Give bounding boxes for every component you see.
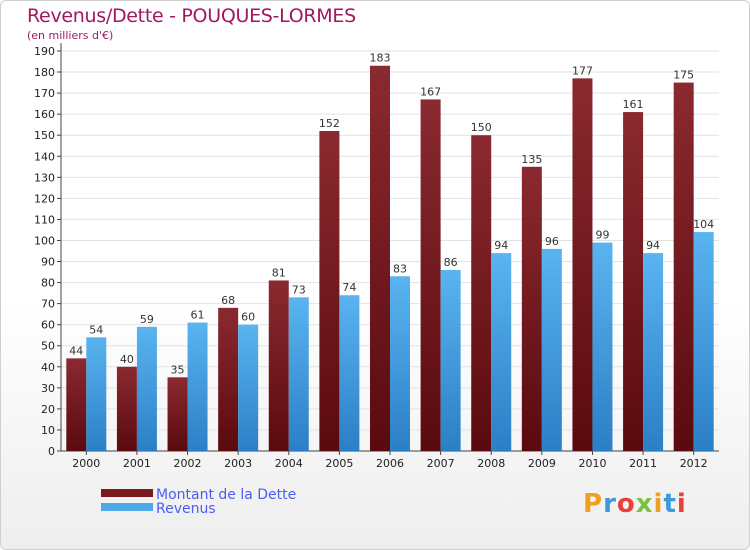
bar-revenue	[339, 295, 360, 451]
bar-revenue	[491, 253, 512, 451]
value-label-revenue: 74	[342, 281, 356, 294]
bar-revenue	[187, 322, 208, 451]
value-label-revenue: 94	[494, 239, 508, 252]
y-tick-label: 30	[41, 382, 55, 395]
y-tick-label: 120	[34, 192, 55, 205]
value-label-debt: 152	[319, 117, 340, 130]
y-tick-label: 150	[34, 129, 55, 142]
bar-revenue	[693, 232, 714, 451]
x-tick-label: 2005	[325, 457, 353, 470]
bar-revenue	[541, 248, 562, 451]
value-label-debt: 35	[171, 363, 185, 376]
bar-revenue	[86, 337, 107, 451]
x-tick-label: 2009	[528, 457, 556, 470]
value-label-revenue: 86	[444, 256, 458, 269]
bar-revenue	[238, 324, 259, 451]
value-label-debt: 44	[69, 344, 83, 357]
legend-label-revenue: Revenus	[156, 501, 216, 517]
bar-debt	[116, 366, 137, 451]
bar-debt	[370, 65, 390, 451]
x-tick-label: 2010	[578, 457, 606, 470]
bar-revenue	[643, 253, 664, 451]
value-label-revenue: 60	[241, 311, 255, 324]
bar-debt	[420, 99, 441, 451]
value-label-debt: 68	[221, 294, 235, 307]
value-label-debt: 40	[120, 353, 134, 366]
y-tick-label: 60	[41, 319, 55, 332]
bar-debt	[167, 377, 188, 451]
bar-debt	[572, 78, 593, 452]
bar-revenue	[440, 269, 461, 451]
y-tick-label: 70	[41, 298, 55, 311]
proxiti-logo: Proxiti	[583, 489, 687, 519]
legend-swatch-revenue	[101, 503, 153, 511]
y-tick-label: 110	[34, 213, 55, 226]
x-tick-label: 2007	[427, 457, 455, 470]
x-tick-label: 2004	[275, 457, 303, 470]
x-tick-label: 2001	[123, 457, 151, 470]
value-label-revenue: 99	[595, 229, 609, 242]
x-tick-label: 2008	[477, 457, 505, 470]
y-tick-label: 50	[41, 340, 55, 353]
bar-debt	[673, 82, 694, 451]
y-tick-label: 10	[41, 424, 55, 437]
value-label-revenue: 73	[292, 283, 306, 296]
x-tick-label: 2002	[174, 457, 202, 470]
y-tick-label: 80	[41, 277, 55, 290]
value-label-debt: 175	[673, 69, 694, 82]
value-label-debt: 81	[272, 266, 286, 279]
x-tick-label: 2003	[224, 457, 252, 470]
value-label-revenue: 54	[89, 323, 103, 336]
bar-debt	[268, 280, 289, 451]
legend-label-debt: Montant de la Dette	[156, 487, 297, 503]
chart-subtitle: (en milliers d'€)	[27, 29, 114, 42]
legend-swatch-debt	[101, 489, 153, 497]
bar-debt	[521, 166, 542, 451]
x-tick-label: 2011	[629, 457, 657, 470]
x-tick-label: 2000	[72, 457, 100, 470]
y-tick-label: 170	[34, 87, 55, 100]
value-label-debt: 135	[521, 153, 542, 166]
value-label-revenue: 61	[191, 309, 205, 322]
y-tick-label: 160	[34, 108, 55, 121]
bar-debt	[471, 135, 492, 452]
x-tick-label: 2006	[376, 457, 404, 470]
bar-debt	[623, 112, 644, 451]
value-label-revenue: 104	[693, 218, 714, 231]
y-tick-label: 130	[34, 171, 55, 184]
value-label-debt: 150	[471, 121, 492, 134]
value-label-revenue: 94	[646, 239, 660, 252]
y-tick-label: 0	[48, 445, 55, 458]
bar-revenue	[592, 242, 613, 451]
value-label-revenue: 83	[393, 262, 407, 275]
y-tick-label: 100	[34, 234, 55, 247]
bar-debt	[218, 307, 239, 451]
bar-revenue	[136, 326, 157, 451]
value-label-debt: 161	[623, 98, 644, 111]
y-tick-label: 20	[41, 403, 55, 416]
y-tick-label: 140	[34, 150, 55, 163]
value-label-debt: 183	[370, 52, 391, 65]
value-label-debt: 167	[420, 85, 441, 98]
value-label-debt: 177	[572, 64, 593, 77]
bar-debt	[66, 358, 87, 451]
y-tick-label: 180	[34, 66, 55, 79]
y-tick-label: 40	[41, 361, 55, 374]
y-tick-label: 190	[34, 45, 55, 58]
value-label-revenue: 96	[545, 235, 559, 248]
chart-title: Revenus/Dette - POUQUES-LORMES	[27, 5, 356, 27]
x-tick-label: 2012	[680, 457, 708, 470]
y-tick-label: 90	[41, 256, 55, 269]
bar-debt	[319, 131, 340, 451]
bar-revenue	[288, 297, 309, 451]
value-label-revenue: 59	[140, 313, 154, 326]
bar-revenue	[390, 276, 410, 451]
